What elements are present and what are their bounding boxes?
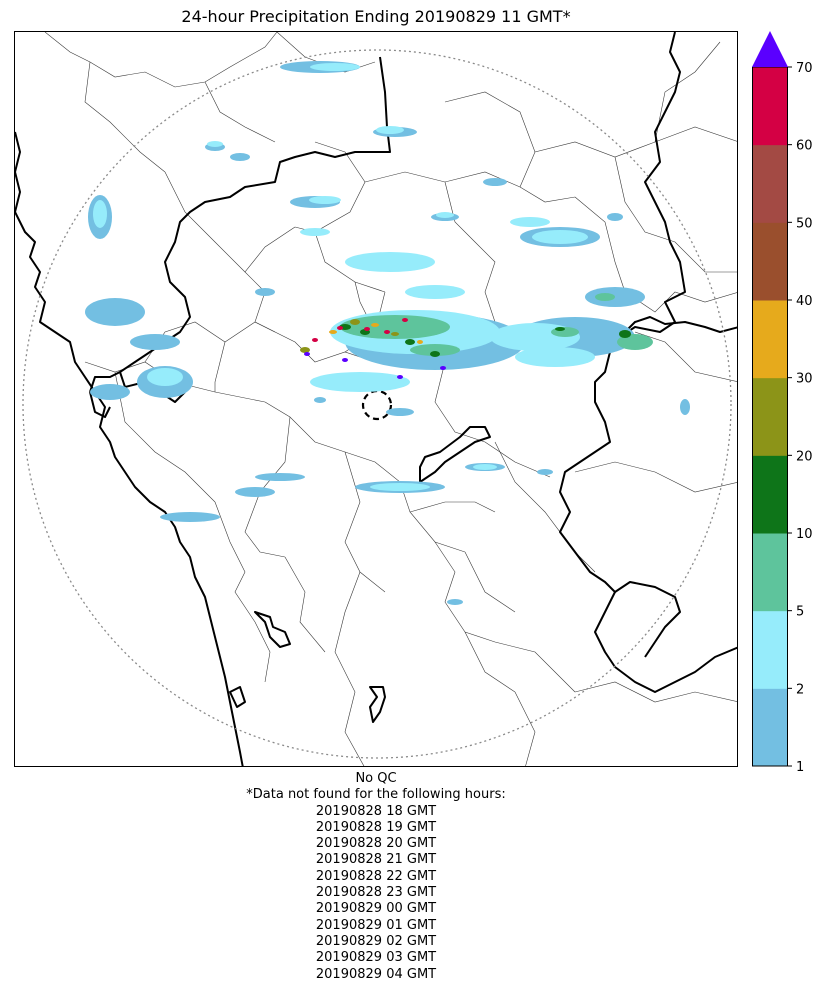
colorbar-bin — [752, 455, 788, 534]
colorbar-bin — [752, 688, 788, 767]
missing-hour: 20190828 19 GMT — [315, 819, 437, 835]
colorbar-tick-label: 60 — [796, 139, 813, 154]
colorbar-tick-label: 50 — [796, 216, 813, 231]
missing-hour: 20190828 21 GMT — [315, 852, 437, 868]
colorbar-tick-label: 2 — [796, 682, 804, 697]
missing-hour: 20190829 02 GMT — [315, 933, 437, 949]
colorbar-bin — [752, 610, 788, 689]
map-notes: No QC *Data not found for the following … — [14, 771, 738, 983]
map-canvas — [15, 32, 737, 766]
colorbar-tick-label: 70 — [796, 61, 813, 76]
colorbar-tick-label: 5 — [796, 605, 804, 620]
precipitation-colorbar: 1 2 5 10 20 30 40 50 60 70 — [752, 31, 813, 775]
state-boundaries — [15, 32, 737, 766]
colorbar-bins — [752, 66, 788, 767]
colorbar-bin — [752, 222, 788, 301]
missing-hour: 20190828 20 GMT — [315, 836, 437, 852]
missing-hour: 20190829 01 GMT — [315, 917, 437, 933]
colorbar-tick-label: 40 — [796, 294, 813, 309]
colorbar-bin — [752, 300, 788, 379]
colorbar-bin — [752, 144, 788, 223]
missing-hour: 20190828 18 GMT — [315, 803, 437, 819]
missing-hour: 20190828 23 GMT — [315, 885, 437, 901]
missing-hour: 20190828 22 GMT — [315, 868, 437, 884]
colorbar-overflow-arrow — [752, 31, 788, 67]
qc-status: No QC — [355, 771, 397, 786]
colorbar-bin — [752, 377, 788, 456]
precipitation-field — [85, 61, 690, 605]
radar-site-marker — [361, 389, 393, 421]
missing-hour: 20190829 00 GMT — [315, 901, 437, 917]
colorbar-tick-label: 20 — [796, 449, 813, 464]
precipitation-map — [14, 31, 738, 767]
colorbar-tick-label: 10 — [796, 527, 813, 542]
colorbar-bin — [752, 533, 788, 612]
radar-range-ring — [22, 49, 732, 759]
district-boundaries — [44, 32, 737, 766]
colorbar-bin — [752, 67, 788, 146]
colorbar-tick-label: 30 — [796, 372, 813, 387]
missing-hour: 20190829 04 GMT — [315, 966, 437, 982]
map-title: 24-hour Precipitation Ending 20190829 11… — [181, 7, 571, 26]
missing-hour: 20190829 03 GMT — [315, 950, 437, 966]
colorbar-ticks: 1 2 5 10 20 30 40 50 60 70 — [788, 61, 813, 775]
colorbar-tick-label: 1 — [796, 760, 804, 775]
missing-data-header: *Data not found for the following hours: — [246, 787, 506, 803]
